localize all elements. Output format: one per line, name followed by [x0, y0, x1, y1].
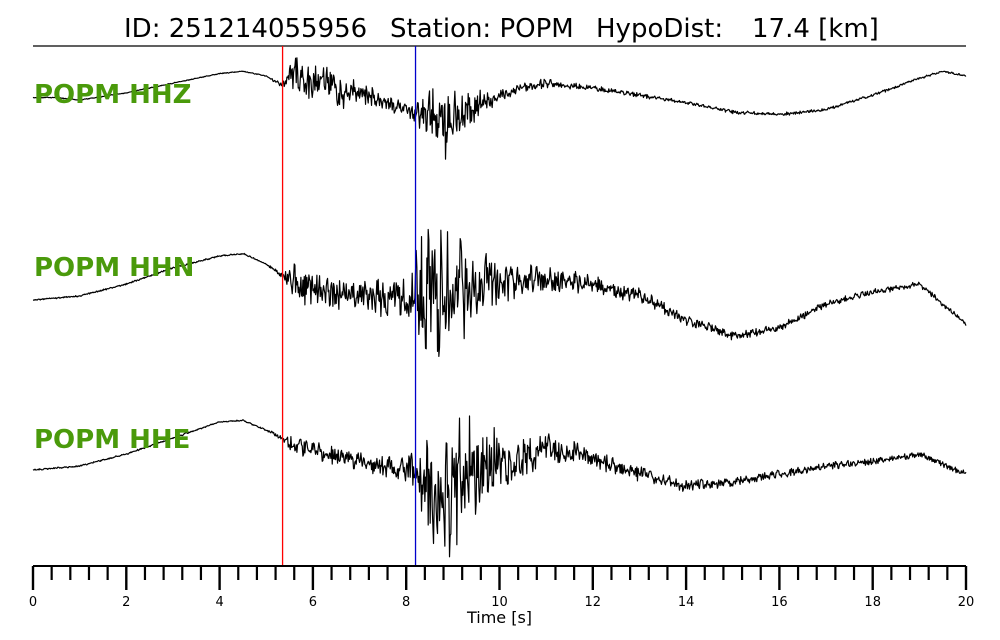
time-axis: 0 2 4 6 8 10 12 14 16 18 20 [29, 565, 975, 610]
trace-line-3 [32, 415, 967, 558]
trace-line-2 [32, 228, 967, 358]
trace-label-2: POPM HHN [34, 253, 194, 283]
trace-label-1: POPM HHZ [34, 80, 192, 110]
x-tick-label: 10 [491, 595, 508, 610]
traces-layer [32, 57, 967, 558]
x-tick-label: 4 [215, 595, 223, 610]
x-tick-label: 16 [771, 595, 788, 610]
hypodist-label: HypoDist: [596, 14, 723, 44]
x-tick-label: 8 [402, 595, 410, 610]
x-tick-label: 12 [585, 595, 602, 610]
x-tick-label: 2 [122, 595, 130, 610]
x-tick-label: 14 [678, 595, 695, 610]
x-tick-label: 0 [29, 595, 37, 610]
x-axis-label: Time [s] [466, 608, 532, 627]
event-id: ID: 251214055956 [124, 14, 367, 44]
x-tick-label: 18 [864, 595, 881, 610]
labels-layer: POPM HHZ POPM HHN POPM HHE [34, 80, 194, 455]
station-name: Station: POPM [390, 14, 574, 44]
trace-line-1 [32, 57, 967, 160]
x-tick-label: 20 [958, 595, 975, 610]
x-tick-label: 6 [309, 595, 317, 610]
hypodist-value: 17.4 [km] [752, 14, 879, 44]
picks-layer [281, 46, 417, 566]
figure-title: ID: 251214055956 Station: POPM HypoDist:… [124, 14, 879, 44]
trace-label-3: POPM HHE [34, 425, 190, 455]
